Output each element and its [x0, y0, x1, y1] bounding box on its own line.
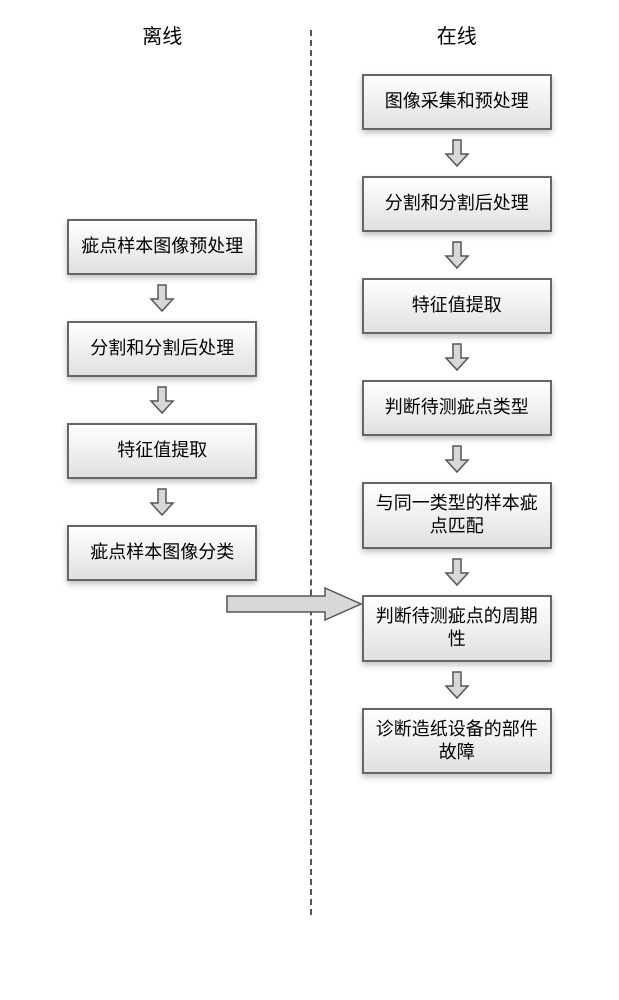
online-node-1: 分割和分割后处理 [362, 176, 552, 232]
arrow-down-icon [442, 557, 472, 587]
offline-node-2: 特征值提取 [67, 423, 257, 479]
arrow-down-icon [147, 487, 177, 517]
arrow-down-icon [442, 444, 472, 474]
offline-column: 离线 疵点样本图像预处理 分割和分割后处理 特征值提取 疵点样本图像分类 [10, 20, 310, 980]
online-node-5: 判断待测疵点的周期性 [362, 595, 552, 662]
online-node-0: 图像采集和预处理 [362, 74, 552, 130]
offline-node-0: 疵点样本图像预处理 [67, 219, 257, 275]
arrow-down-icon [442, 240, 472, 270]
online-node-2: 特征值提取 [362, 278, 552, 334]
offline-header: 离线 [142, 20, 182, 49]
arrow-right-icon [225, 584, 365, 624]
online-column: 在线 图像采集和预处理 分割和分割后处理 特征值提取 判断待测疵点类型 与同一类… [310, 20, 610, 980]
online-node-4: 与同一类型的样本疵点匹配 [362, 482, 552, 549]
vertical-divider [310, 30, 312, 915]
online-node-6: 诊断造纸设备的部件故障 [362, 708, 552, 775]
arrow-down-icon [442, 342, 472, 372]
online-node-3: 判断待测疵点类型 [362, 380, 552, 436]
offline-node-3: 疵点样本图像分类 [67, 525, 257, 581]
online-header: 在线 [437, 20, 477, 49]
arrow-down-icon [442, 138, 472, 168]
arrow-down-icon [147, 385, 177, 415]
arrow-down-icon [442, 670, 472, 700]
arrow-down-icon [147, 283, 177, 313]
offline-node-1: 分割和分割后处理 [67, 321, 257, 377]
